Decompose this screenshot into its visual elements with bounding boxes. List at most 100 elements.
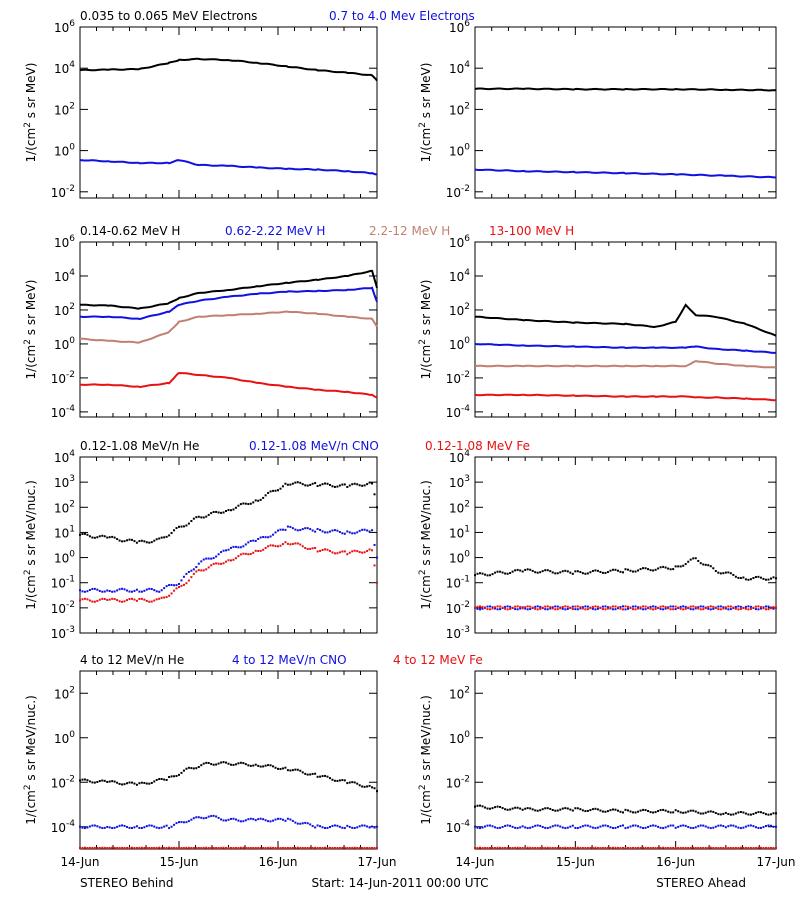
ions-low-ahead-series-3-point bbox=[754, 605, 757, 608]
ions-high-ahead-series-3-point bbox=[569, 847, 572, 849]
ions-low-ahead-series-2-point bbox=[627, 607, 630, 610]
ions-high-ahead-series-1-point bbox=[539, 809, 542, 812]
ions-low-ahead-series-1-point bbox=[521, 570, 524, 573]
ions-low-behind-series-2-point bbox=[202, 558, 205, 561]
electrons-behind-ytick-label: 10-2 bbox=[51, 184, 75, 200]
ions-low-ahead-series-1-point bbox=[732, 573, 735, 576]
ions-high-behind-series-2-point bbox=[210, 815, 213, 818]
ions-high-ahead-series-3-point bbox=[754, 847, 757, 849]
ions-low-behind-series-1-point bbox=[207, 513, 210, 516]
ions-high-ahead-series-2-point bbox=[579, 826, 582, 829]
ions-low-behind-series-2-point bbox=[304, 527, 307, 530]
ions-high-ahead-series-3-point bbox=[494, 847, 497, 849]
ions-high-ahead-series-1-point bbox=[762, 812, 765, 815]
ions-low-behind-series-2-point bbox=[341, 532, 344, 535]
ions-high-behind-legend-entry: 4 to 12 MeV Fe bbox=[393, 653, 483, 667]
ions-low-ahead-series-2-point bbox=[601, 605, 604, 608]
ions-low-behind-ytick-label: 10-1 bbox=[51, 575, 75, 591]
ions-low-behind-series-1-point bbox=[277, 489, 279, 492]
ions-high-ahead-series-2-point bbox=[759, 826, 762, 829]
ions-low-ahead-series-1-point bbox=[697, 559, 700, 562]
ions-high-ahead-series-3-point bbox=[599, 847, 602, 849]
protons-behind-series-1-line bbox=[80, 269, 378, 310]
ions-low-behind-series-3-point bbox=[158, 597, 161, 600]
ions-low-behind-series-2-point bbox=[244, 543, 247, 546]
ions-low-behind-series-2-point bbox=[116, 589, 119, 592]
ions-high-behind-series-2-point bbox=[98, 826, 101, 829]
ions-high-behind-series-1-point bbox=[187, 766, 190, 769]
ions-low-ahead-series-1-point bbox=[684, 563, 687, 566]
ions-low-behind-series-2-point bbox=[126, 589, 129, 592]
ions-low-behind-series-2-point bbox=[376, 556, 378, 559]
ions-high-ahead-series-3-point bbox=[529, 846, 532, 849]
ions-high-behind-series-2-point bbox=[222, 819, 225, 822]
ions-low-ahead-series-3-point bbox=[729, 605, 732, 608]
ions-low-behind-series-3-point bbox=[168, 594, 171, 597]
ions-low-ahead-series-1-point bbox=[576, 570, 579, 573]
ions-high-behind-series-2-point bbox=[215, 815, 218, 818]
ions-high-behind-series-3-point bbox=[98, 847, 101, 849]
ions-low-ahead-series-1-point bbox=[689, 558, 692, 561]
ions-high-behind-series-3-point bbox=[348, 847, 351, 849]
ions-low-behind-series-1-point bbox=[269, 490, 272, 493]
ions-low-ahead-series-2-point bbox=[594, 608, 597, 611]
ions-low-behind-series-3-point bbox=[138, 597, 141, 600]
ions-low-ahead-series-3-point bbox=[474, 606, 476, 609]
ions-high-ahead-series-3-point bbox=[566, 847, 569, 849]
ions-low-ahead-series-1-point bbox=[594, 569, 597, 572]
ions-high-ahead-series-3-point bbox=[682, 847, 685, 849]
ions-low-behind-series-3-point bbox=[257, 549, 260, 552]
ions-high-behind-series-2-point bbox=[153, 825, 156, 828]
ions-high-behind-series-3-point bbox=[135, 847, 138, 849]
ions-high-behind-series-2-point bbox=[182, 821, 185, 824]
ions-high-ahead-series-3-point bbox=[699, 847, 702, 849]
ions-low-ahead-series-2-point bbox=[539, 605, 542, 608]
ions-low-behind-series-3-point bbox=[328, 549, 331, 552]
ions-high-behind-series-2-point bbox=[346, 824, 349, 827]
ions-high-behind-series-3-point bbox=[182, 847, 185, 849]
ions-low-behind-series-3-point bbox=[153, 599, 156, 602]
ions-low-ahead-series-3-point bbox=[491, 607, 494, 610]
ions-high-ahead-series-3-point bbox=[742, 847, 745, 849]
ions-low-ahead-series-3-point bbox=[621, 608, 624, 611]
ions-low-behind-series-3-point bbox=[249, 553, 252, 556]
ions-low-behind-series-3-point bbox=[116, 599, 119, 602]
ions-high-ahead-series-1-point bbox=[476, 804, 479, 807]
ions-low-ahead-series-1-point bbox=[619, 570, 622, 573]
ions-high-behind-series-1-point bbox=[118, 782, 121, 785]
ions-low-ahead-series-2-point bbox=[644, 608, 647, 611]
ions-high-behind-series-3-point bbox=[309, 847, 312, 849]
ions-low-ahead-series-1-point bbox=[546, 569, 549, 572]
electrons-behind-y-axis-label: 1/(cm2 s sr MeV) bbox=[23, 63, 38, 163]
ions-high-ahead-series-1-point bbox=[707, 810, 710, 813]
ions-high-behind-series-2-point bbox=[106, 825, 109, 828]
ions-high-ahead-series-1-point bbox=[526, 807, 529, 810]
ions-low-ahead-series-2-point bbox=[672, 605, 675, 608]
ions-low-ahead-series-1-point bbox=[637, 569, 640, 572]
ions-high-behind-series-3-point bbox=[192, 847, 195, 849]
ions-high-ahead-series-1-point bbox=[709, 810, 712, 813]
ions-high-behind-series-3-point bbox=[140, 846, 143, 849]
ions-low-behind-series-3-point bbox=[170, 592, 173, 595]
ions-high-ahead-series-3-point bbox=[692, 846, 695, 849]
protons-ahead-ytick-label: 10-4 bbox=[446, 404, 471, 420]
ions-high-ahead-series-1-point bbox=[677, 810, 680, 813]
ions-low-behind-series-1-point bbox=[237, 504, 240, 507]
ions-low-ahead-series-3-point bbox=[571, 607, 574, 610]
ions-high-ahead-series-1-point bbox=[616, 809, 619, 812]
ions-high-behind-series-1-point bbox=[296, 768, 299, 771]
ions-high-ahead-series-2-point bbox=[554, 824, 557, 827]
ions-low-behind-series-1-point bbox=[153, 539, 156, 542]
ions-low-behind-series-1-point bbox=[257, 499, 260, 502]
ions-low-behind-series-1-point bbox=[326, 482, 329, 485]
ions-high-behind-series-3-point bbox=[262, 847, 265, 849]
ions-low-behind-series-2-point bbox=[262, 536, 265, 539]
ions-high-behind-series-3-point bbox=[126, 847, 129, 849]
ions-low-behind-series-2-point bbox=[175, 584, 178, 587]
ions-high-ahead-series-3-point bbox=[714, 847, 717, 849]
ions-high-ahead-series-3-point bbox=[759, 846, 762, 849]
ions-low-behind-series-1-point bbox=[150, 541, 153, 544]
ions-high-behind-series-1-point bbox=[158, 778, 161, 781]
ions-high-ahead-series-2-point bbox=[596, 826, 599, 829]
